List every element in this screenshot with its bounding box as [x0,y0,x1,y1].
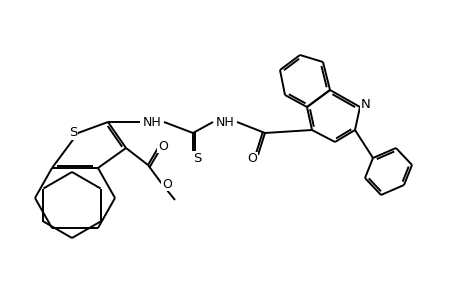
Text: S: S [192,152,201,164]
Text: O: O [158,140,168,152]
Text: N: N [360,98,370,112]
Text: NH: NH [142,116,161,128]
Text: S: S [69,127,77,140]
Text: NH: NH [215,116,234,128]
Text: NH: NH [215,116,234,128]
Text: O: O [162,178,172,190]
Text: O: O [246,152,257,166]
Text: NH: NH [142,116,161,128]
